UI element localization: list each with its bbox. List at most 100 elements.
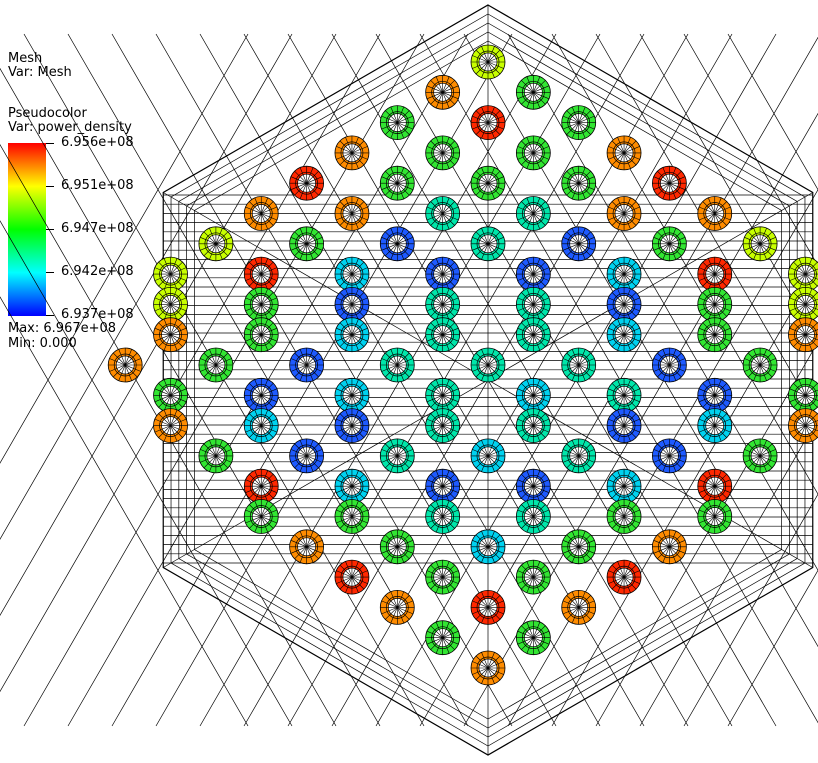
fuel-pin (561, 347, 597, 383)
fuel-pin (425, 317, 461, 353)
fuel-pin (606, 377, 642, 413)
fuel-pin (561, 105, 597, 140)
colorbar-tick-label: 6.951e+08 (61, 178, 134, 193)
fuel-pin (334, 408, 370, 444)
fuel-pin (697, 377, 733, 413)
fuel-pin (788, 377, 818, 413)
fuel-pin (425, 135, 461, 171)
fuel-pin (515, 317, 551, 353)
colorbar-tick (46, 272, 54, 273)
fuel-pin (561, 590, 597, 625)
fuel-pin (606, 286, 642, 322)
fuel-pin (742, 438, 778, 474)
colorbar-tick-label: 6.937e+08 (61, 307, 134, 322)
mesh-plot-title: Mesh (8, 51, 43, 66)
fuel-pin (561, 226, 597, 262)
fuel-pin (788, 317, 818, 353)
fuel-pin (515, 135, 551, 171)
fuel-pin (515, 620, 551, 656)
fuel-pin (334, 286, 370, 322)
fuel-pin (606, 317, 642, 353)
fuel-pin (379, 347, 415, 383)
fuel-pin (153, 317, 188, 353)
fuel-pin (515, 286, 551, 322)
pseudocolor-var-label: Var: power_density (8, 120, 132, 135)
fuel-pin (652, 529, 687, 565)
fuel-pin (515, 74, 551, 110)
colorbar-tick (46, 186, 54, 187)
fuel-pin (107, 347, 143, 383)
fuel-pin (742, 347, 778, 383)
fuel-pin (561, 529, 597, 565)
fuel-pin (289, 529, 325, 565)
fuel-pin (243, 256, 279, 292)
fuel-pin (561, 438, 597, 474)
fuel-pin (697, 256, 733, 292)
fuel-pin (334, 377, 370, 413)
fuel-pin (470, 226, 506, 262)
fuel-pin (379, 438, 415, 474)
fuel-pin (697, 499, 733, 534)
fuel-pin (425, 468, 461, 504)
fuel-pin (334, 256, 370, 292)
fuel-pin (652, 347, 687, 383)
fuel-pin (379, 165, 415, 201)
fuel-pin (379, 226, 415, 262)
fuel-pin (334, 468, 370, 504)
fuel-pin (697, 286, 733, 322)
fuel-pin (425, 377, 461, 413)
colorbar-tick (46, 315, 54, 316)
mesh-var-label: Var: Mesh (8, 65, 72, 80)
fuel-pin (334, 196, 370, 231)
colorbar-tick-label: 6.956e+08 (61, 135, 134, 150)
colorbar-tick-label: 6.947e+08 (61, 221, 134, 236)
fuel-pin (606, 408, 642, 444)
hex-outline (162, 4, 814, 756)
fuel-pin (515, 196, 551, 231)
fuel-pin (470, 650, 506, 686)
colorbar-tick (46, 229, 54, 230)
fuel-pin (243, 499, 279, 534)
fuel-pin (470, 165, 506, 201)
fuel-pin (788, 408, 818, 443)
fuel-pin (606, 135, 642, 171)
fuel-pin (198, 226, 234, 262)
fuel-pin (515, 468, 551, 504)
fuel-pin (289, 347, 325, 383)
fuel-pin (788, 287, 818, 322)
fuel-pin (470, 44, 506, 80)
fuel-pin (379, 590, 415, 625)
fuel-pin (425, 408, 461, 444)
fuel-pin (425, 74, 461, 110)
fuel-pin (379, 105, 415, 140)
fuel-pin (697, 468, 733, 504)
fuel-pin (379, 529, 415, 565)
fuel-pin (334, 317, 370, 353)
fuel-pin (243, 408, 279, 444)
fuel-pin (561, 165, 597, 201)
fuel-pin (289, 226, 325, 262)
fuel-pin (606, 196, 642, 231)
fuel-pin (515, 377, 551, 413)
fuel-pin (425, 196, 461, 231)
fuel-pin (652, 165, 687, 201)
fuel-pin (470, 347, 506, 383)
fuel-pin (742, 226, 778, 262)
fuel-pin (425, 620, 461, 656)
fuel-pin (652, 438, 687, 474)
fuel-pin (470, 105, 506, 140)
fuel-pin (515, 559, 551, 595)
fuel-pin (606, 256, 642, 292)
fuel-pin (425, 499, 461, 534)
fuel-pin (697, 317, 733, 353)
fuel-pin (652, 226, 687, 262)
fuel-pin (788, 256, 818, 292)
fuel-pin (697, 408, 733, 444)
colorbar-tick (46, 143, 54, 144)
color-bar (8, 143, 46, 316)
fuel-pin (153, 377, 188, 413)
fuel-pin (153, 256, 188, 292)
fuel-pin (515, 408, 551, 444)
fuel-pin (153, 286, 188, 322)
fuel-pin (697, 196, 733, 231)
